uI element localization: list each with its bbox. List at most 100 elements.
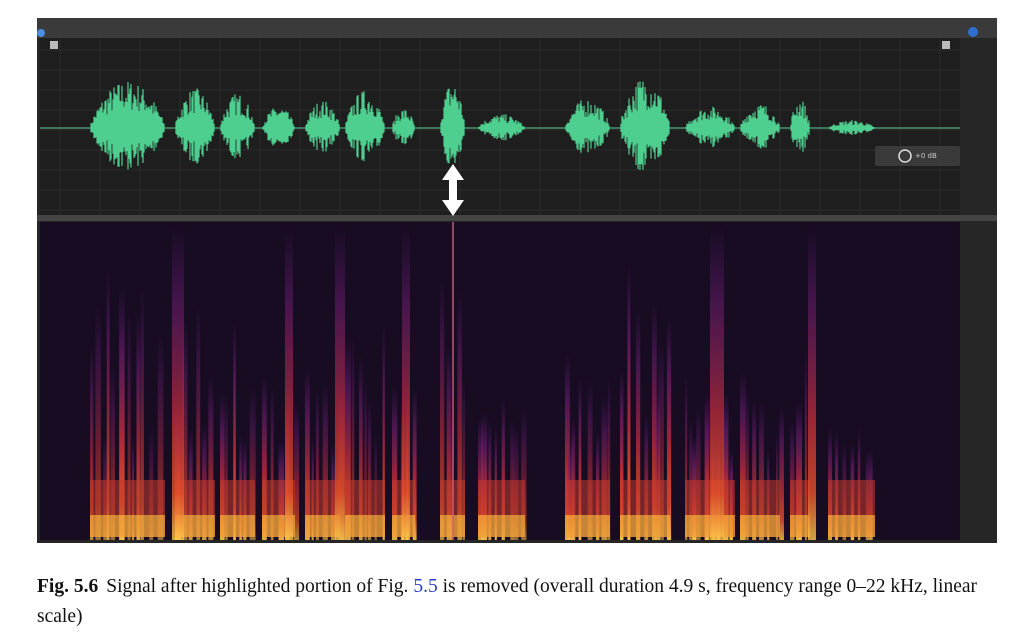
spectrogram-column [635,307,641,540]
spectrogram-column [488,419,492,540]
spectrogram-band [565,515,610,537]
caption-label: Fig. 5.6 [37,576,99,597]
spectrogram-band [478,480,525,515]
spectrogram-column [293,402,300,540]
edit-marker [452,222,454,540]
spectrogram-column [710,225,724,540]
spectrogram-column [220,393,225,540]
spectrogram-band [305,480,340,515]
spectrogram-column [233,318,236,540]
spectrogram-column [666,316,672,540]
spectrogram-column [808,225,816,540]
waveform-segment [175,88,215,164]
spectrogram-column [106,266,110,540]
spectrogram-column [367,398,372,540]
waveform-segment [685,106,735,148]
spectrogram-column [457,288,462,540]
spectrogram-band [175,515,215,537]
spectrogram-column [315,387,319,540]
settings-button[interactable] [968,27,978,37]
spectrogram-column [345,337,351,540]
spectrogram-column [392,386,398,540]
spectrogram-column [110,365,115,540]
spectrogram-band [620,515,670,537]
volume-knob[interactable] [898,149,912,163]
spectrogram-band [305,515,340,537]
spectrogram-column [208,372,214,540]
waveform-segment [790,101,810,152]
spectrogram-column [364,377,367,540]
spectrogram-column [127,309,131,540]
corner-handle[interactable] [50,41,58,49]
spectrogram-column [136,313,141,540]
spectrogram-column [607,373,611,540]
spectrogram-column [446,344,452,540]
spectrogram-column [262,375,267,540]
spectrogram-band [220,480,255,515]
spectrogram-band [478,515,525,537]
spectrogram-band [828,515,875,537]
spectrogram-column [565,353,570,540]
spectrogram-column [746,390,749,540]
spectrogram-column [688,418,693,540]
spectrogram-column [172,225,184,540]
spectrogram-column [95,303,101,540]
spectrogram-column [587,378,593,540]
spectrogram-band [220,515,255,537]
editor-screenshot: +0 dB [37,18,997,543]
spectrogram-column [651,300,657,540]
double-arrow [442,164,464,216]
spectrogram-column [723,392,729,540]
spectrogram-column [440,276,445,540]
spectrogram-column [620,368,624,540]
spectrogram-column [119,286,125,540]
volume-label: +0 dB [915,152,937,160]
volume-control[interactable] [875,146,960,166]
caption-text: is removed (overall duration 4.9 s, freq… [37,576,978,627]
spectrogram-column [578,377,582,540]
caption-text: Signal after highlighted portion of Fig. [106,576,414,597]
figure-link[interactable]: 5.5 [413,576,438,597]
spectrogram-band [790,480,810,515]
spectrogram-band [90,480,165,515]
spectrogram-column [501,397,505,540]
spectrogram-column [249,385,256,540]
spectrogram-column [322,382,328,540]
waveform-segment [345,91,385,162]
waveform-segment [565,100,610,153]
playhead[interactable] [37,29,45,37]
spectrogram-column [157,332,164,540]
waveform-segment [220,94,255,159]
waveform-segment [440,88,465,164]
spectrogram-band [345,480,385,515]
spectrogram-column [804,348,808,540]
spectrogram-column [510,419,515,540]
spectrogram-column [358,355,363,540]
divider [37,215,997,221]
spectrogram-column [462,376,465,540]
spectrogram-column [704,392,710,540]
spectrogram-band [790,515,810,537]
waveform-segment [828,120,875,135]
spectrogram-column [382,322,385,540]
corner-handle[interactable] [942,41,950,49]
waveform-segment [392,110,415,145]
spectrogram-column [335,225,345,540]
spectrogram-band [740,480,780,515]
waveform-segment [620,81,670,170]
spectrogram-column [685,370,688,540]
arrow-shape [442,164,464,216]
waveform-segment [478,114,525,141]
spectrogram-column [196,304,201,540]
spectrogram-column [759,401,764,540]
spectrogram-column [521,407,527,540]
spectrogram-column [402,225,410,540]
waveform-segment [262,108,295,146]
spectrogram-column [779,407,784,540]
spectrogram-band [565,480,610,515]
spectrogram-column [351,332,355,540]
spectrogram-band [620,480,670,515]
waveform-segment [305,101,340,152]
